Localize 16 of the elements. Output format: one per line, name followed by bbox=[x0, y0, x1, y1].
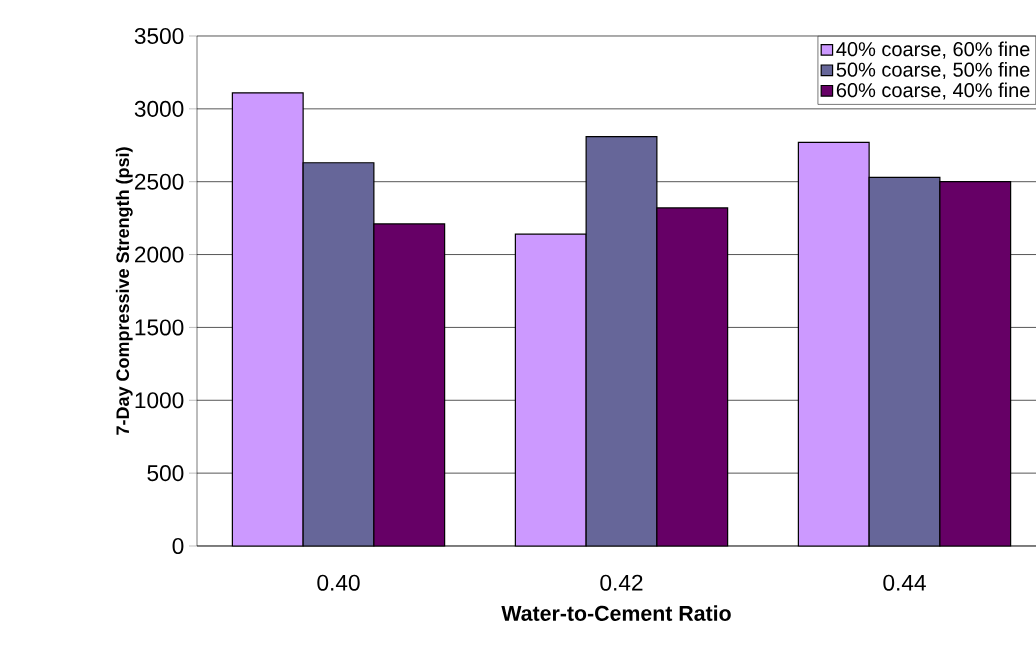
y-tick-label: 2000 bbox=[135, 246, 184, 263]
y-axis-title: 7-Day Compressive Strength (psi) bbox=[115, 147, 133, 435]
legend-label: 60% coarse, 40% fine bbox=[836, 82, 1030, 100]
legend-label: 40% coarse, 60% fine bbox=[836, 41, 1030, 59]
y-tick-label: 0 bbox=[172, 537, 184, 555]
x-tick-label: 0.44 bbox=[883, 574, 926, 591]
legend-label: 50% coarse, 50% fine bbox=[836, 62, 1030, 80]
y-tick-label: 3500 bbox=[134, 27, 184, 45]
x-tick-label: 0.42 bbox=[600, 574, 643, 591]
y-tick-label: 1000 bbox=[135, 392, 184, 409]
y-tick-label: 2500 bbox=[135, 173, 184, 190]
y-tick-label: 1500 bbox=[135, 319, 184, 336]
x-axis-title: Water-to-Cement Ratio bbox=[501, 605, 731, 621]
x-tick-label: 0.40 bbox=[317, 574, 360, 591]
y-tick-label: 3000 bbox=[134, 100, 184, 117]
y-tick-label: 500 bbox=[147, 465, 184, 482]
